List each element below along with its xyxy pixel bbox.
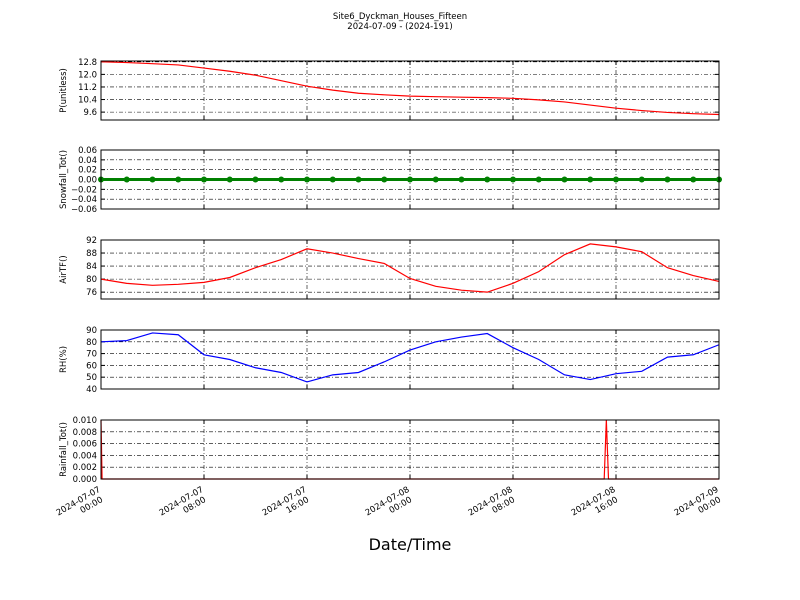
- y-tick-label: 0.000: [73, 475, 97, 485]
- series-marker: [201, 176, 207, 183]
- y-tick-label: 12.8: [78, 58, 97, 68]
- series-line: [100, 243, 720, 293]
- series-marker: [638, 176, 645, 183]
- plot-frame: [100, 149, 720, 210]
- y-axis-label: Rainfall_Tot(): [59, 422, 69, 477]
- y-tick-label: 92: [86, 236, 97, 246]
- series-line: [100, 61, 720, 116]
- y-tick-label: 80: [86, 275, 97, 285]
- y-tick-label: 0.002: [73, 463, 97, 473]
- series-marker: [535, 176, 542, 183]
- series-marker: [304, 176, 310, 183]
- series-marker: [381, 176, 388, 183]
- series-marker: [355, 176, 362, 183]
- y-tick-label: 0.02: [78, 166, 97, 176]
- x-tick-label: 2024-07-0808:00: [467, 485, 520, 527]
- y-axis-label: Snowfall_Tot(): [59, 150, 69, 209]
- series-line: [100, 332, 720, 383]
- y-tick-label: 88: [86, 249, 97, 259]
- x-tick-label: 2024-07-0700:00: [55, 485, 108, 527]
- series-marker: [484, 176, 491, 183]
- y-tick-label: 0.06: [78, 146, 97, 156]
- series-marker: [252, 176, 259, 183]
- series-marker: [226, 176, 233, 183]
- series-marker: [587, 176, 594, 183]
- y-axis-label: RH(%): [59, 346, 69, 373]
- y-tick-label: −0.02: [71, 185, 97, 195]
- x-tick-label: 2024-07-0900:00: [673, 485, 726, 527]
- series-marker: [510, 176, 516, 183]
- y-tick-label: 40: [86, 385, 97, 395]
- chart-subtitle: 2024-07-09 - (2024-191): [347, 22, 452, 32]
- series-marker: [329, 176, 336, 183]
- y-tick-label: 0.008: [73, 428, 97, 438]
- series-marker: [123, 176, 130, 183]
- y-tick-label: 11.2: [78, 83, 97, 93]
- y-tick-label: 80: [86, 338, 97, 348]
- y-tick-label: 70: [86, 350, 97, 360]
- plot-frame: [100, 329, 720, 390]
- y-tick-label: 90: [86, 326, 97, 336]
- y-tick-label: 0.004: [73, 451, 97, 461]
- x-tick-label: 2024-07-0708:00: [158, 485, 211, 527]
- series-marker: [175, 176, 182, 183]
- series-marker: [432, 176, 439, 183]
- y-tick-label: 0.04: [78, 156, 97, 166]
- y-tick-label: 12.0: [78, 70, 97, 80]
- y-tick-label: 9.6: [83, 108, 97, 118]
- y-tick-label: 50: [86, 373, 97, 383]
- plot-frame: [100, 60, 720, 121]
- y-tick-label: 84: [86, 262, 97, 272]
- y-tick-label: 10.4: [78, 96, 97, 106]
- y-axis-label: P(unitless): [59, 68, 69, 113]
- series-marker: [561, 176, 568, 183]
- x-tick-label: 2024-07-0816:00: [570, 485, 623, 527]
- y-tick-label: 76: [86, 288, 97, 298]
- y-tick-label: −0.04: [71, 195, 97, 205]
- series-marker: [690, 176, 697, 183]
- y-tick-label: 0.00: [78, 176, 97, 186]
- plot-frame: [100, 239, 720, 300]
- series-marker: [613, 176, 619, 183]
- y-tick-label: −0.06: [71, 205, 97, 215]
- y-axis-label: AirTF(): [59, 255, 69, 283]
- x-axis-label: Date/Time: [369, 535, 452, 554]
- x-tick-label: 2024-07-0716:00: [261, 485, 314, 527]
- series-marker: [407, 176, 413, 183]
- chart-title: Site6_Dyckman_Houses_Fifteen: [333, 12, 467, 22]
- y-tick-label: 60: [86, 361, 97, 371]
- x-tick-label: 2024-07-0800:00: [364, 485, 417, 527]
- series-marker: [458, 176, 465, 183]
- series-marker: [149, 176, 156, 183]
- plot-frame: [100, 419, 720, 480]
- y-tick-label: 0.006: [73, 440, 97, 450]
- series-marker: [664, 176, 671, 183]
- y-tick-label: 0.010: [73, 416, 97, 426]
- series-marker: [278, 176, 285, 183]
